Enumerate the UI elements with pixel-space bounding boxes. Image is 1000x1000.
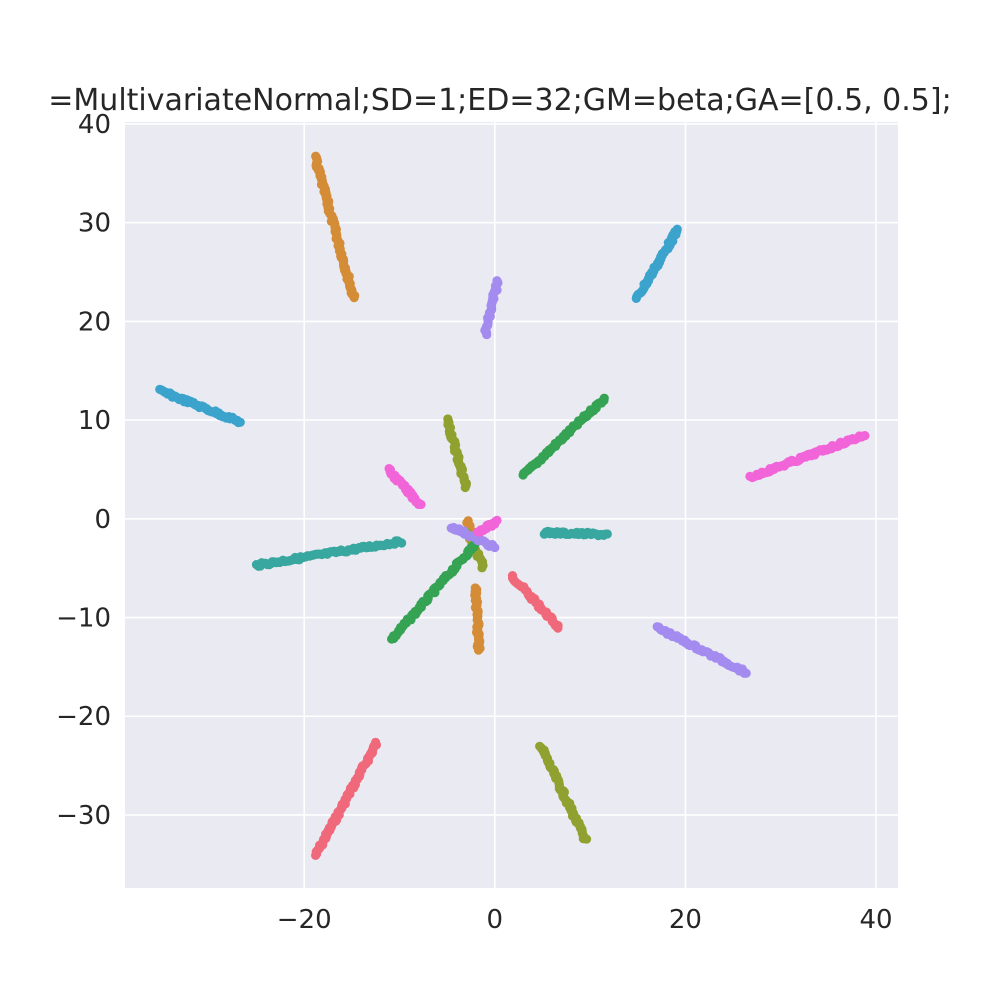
x-tick-label: −20 xyxy=(277,905,332,935)
data-point xyxy=(581,834,592,844)
data-point xyxy=(416,499,426,510)
x-tick-label: 40 xyxy=(860,905,893,935)
series-5 xyxy=(251,526,612,571)
data-point xyxy=(553,623,563,633)
y-tick-label: −10 xyxy=(56,604,111,634)
data-point xyxy=(672,224,682,234)
series-8 xyxy=(384,431,870,537)
y-axis-ticks: −30 −20 −10 0 10 20 30 40 xyxy=(56,110,111,831)
y-tick-label: 0 xyxy=(94,505,111,535)
series-1 xyxy=(311,570,563,861)
data-point xyxy=(235,417,245,427)
series-7 xyxy=(446,276,751,678)
x-axis-ticks: −20 0 20 40 xyxy=(277,905,893,935)
data-point xyxy=(741,668,751,678)
plot-area xyxy=(125,122,898,888)
series-6 xyxy=(155,224,682,428)
data-point xyxy=(599,393,609,403)
data-point xyxy=(492,515,502,525)
series-2 xyxy=(311,151,485,655)
data-point xyxy=(490,542,500,553)
y-tick-label: −20 xyxy=(56,702,111,732)
data-point xyxy=(370,737,381,747)
y-tick-label: 20 xyxy=(78,307,111,337)
data-point xyxy=(397,538,407,548)
chart-title: =MultivariateNormal;SD=1;ED=32;GM=beta;G… xyxy=(48,83,951,118)
data-point xyxy=(477,563,487,573)
data-point xyxy=(473,645,484,655)
series-4 xyxy=(387,393,609,644)
data-point xyxy=(602,529,612,539)
data-points xyxy=(155,151,870,861)
x-tick-label: 0 xyxy=(487,905,504,935)
y-tick-label: 40 xyxy=(78,110,111,140)
y-tick-label: −30 xyxy=(56,801,111,831)
x-tick-label: 20 xyxy=(669,905,702,935)
y-tick-label: 10 xyxy=(78,406,111,436)
grid-lines xyxy=(125,122,898,888)
data-point xyxy=(349,292,359,303)
y-tick-label: 30 xyxy=(78,209,111,239)
data-point xyxy=(860,431,870,441)
data-point xyxy=(492,276,502,286)
data-point xyxy=(460,482,470,493)
